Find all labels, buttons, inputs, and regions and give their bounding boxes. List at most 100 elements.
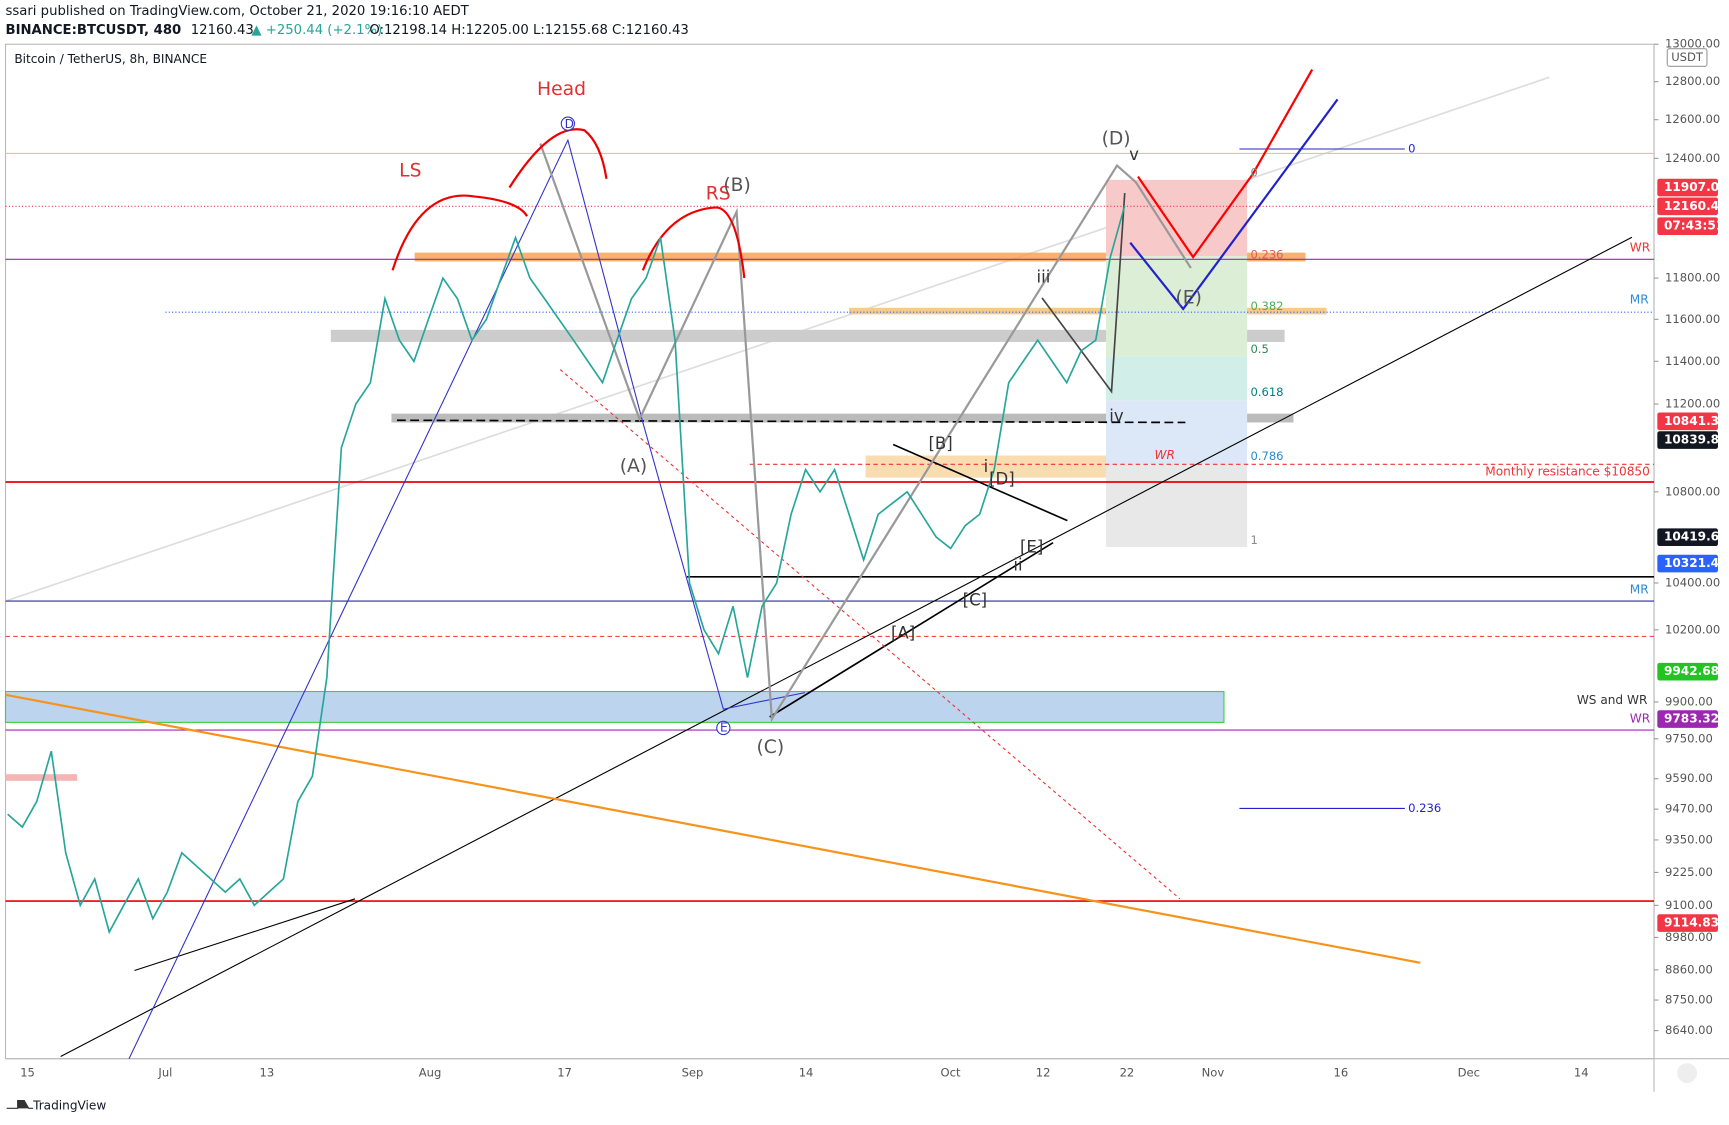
annotation: [C] [963,591,987,610]
x-tick-label: Aug [419,1066,442,1080]
y-tick-label: 8640.00 [1665,1023,1713,1037]
auto-scale-button[interactable] [1677,1063,1698,1083]
x-tick-label: 15 [20,1066,35,1080]
price-tag [1657,710,1718,728]
drawing [865,455,1148,478]
price-tag [1657,197,1718,216]
x-tick-label: 14 [1574,1066,1589,1080]
price-tag-label: 9942.68 [1664,664,1719,678]
drawing [1105,255,1248,357]
price-tag [1657,662,1718,681]
y-tick-label: 11600.00 [1665,312,1720,326]
drawing [1105,356,1248,401]
currency-box [1666,48,1708,67]
annotation: RS [706,184,731,205]
x-tick-label: 14 [799,1066,814,1080]
y-tick-label: 8980.00 [1665,930,1713,944]
fib-label: 0 [1250,166,1257,180]
annotation: v [1129,145,1139,164]
drawing [1105,464,1248,548]
x-tick-label: Oct [941,1066,961,1080]
price-tag [1657,217,1718,236]
drawing [1105,179,1248,256]
last: 12160.43 [191,23,254,38]
currency: USDT [1671,50,1704,64]
y-tick-label: 9350.00 [1665,832,1713,846]
annotation: (B) [723,175,750,196]
annotation: (E) [1175,287,1201,308]
drawing [4,690,1225,723]
drawing [414,252,1306,262]
annotation: WR [1630,712,1651,726]
drawing [391,194,529,271]
annotation: [D] [989,469,1015,488]
price-tag-label: 10321.46 [1664,556,1728,570]
annotation: D [565,117,574,131]
drawing [1137,69,1314,259]
price-tag [1657,528,1718,546]
price-tag-label: 07:43:51 [1664,219,1724,233]
annotation: WS and WR [1577,693,1648,707]
annotation: [B] [928,434,952,453]
drawing [1105,400,1248,465]
price-tag-label: 12160.43 [1664,199,1728,213]
price-tag-label: 10419.69 [1664,530,1728,544]
price-tag [1657,412,1718,431]
drawing [1129,98,1339,311]
x-tick-label: Nov [1202,1066,1225,1080]
x-tick-label: 16 [1333,1066,1348,1080]
annotation: [A] [891,624,915,643]
price-tag [1657,431,1718,449]
y-tick-label: 12800.00 [1665,74,1720,88]
drawing [849,307,1327,315]
x-tick-label: 22 [1120,1066,1135,1080]
change: ▲ +250.44 (+2.1%) [251,23,382,38]
ohlc: O:12198.14 H:12205.00 L:12155.68 C:12160… [369,23,688,38]
drawing [560,116,576,131]
price-tag [1657,178,1718,197]
fib-label: 0.236 [1250,247,1283,261]
y-tick-label: 9750.00 [1665,731,1713,745]
fib-label: 0.618 [1250,385,1283,399]
annotation: E [720,720,728,734]
x-tick-label: 12 [1036,1066,1051,1080]
price-line [7,205,1126,935]
y-tick-label: 10800.00 [1665,484,1720,498]
annotation: [E] [1020,538,1043,557]
x-tick-label: 17 [557,1066,572,1080]
drawing [716,720,731,736]
x-tick-label: Sep [682,1066,704,1080]
drawing [60,236,1633,1057]
y-tick-label: 9100.00 [1665,898,1713,912]
y-tick-label: 8750.00 [1665,993,1713,1007]
drawing [391,413,1294,423]
x-tick-label: Jul [157,1066,172,1080]
drawing [508,128,608,189]
price-tag-label: 10839.83 [1664,433,1728,447]
drawing [134,898,356,972]
y-tick-label: 9900.00 [1665,694,1713,708]
fib-label: 0.786 [1250,449,1283,463]
drawing [769,541,1054,718]
price-tag [1657,554,1718,573]
fib-label: 0 [1408,141,1415,155]
annotation: LS [399,161,421,182]
price-tag-label: 10841.33 [1664,414,1728,428]
symbol: BINANCE:BTCUSDT, 480 [6,23,182,38]
y-tick-label: 12600.00 [1665,112,1720,126]
annotation: ii [1013,555,1022,574]
annotation: (C) [756,737,784,758]
annotation: Head [537,79,586,100]
publisher: ssari published on TradingView.com, Octo… [6,4,470,19]
price-tag-label: 11907.04 [1664,180,1728,194]
annotation: MR [1630,583,1649,597]
drawing [5,693,1421,964]
annotation: (A) [620,456,647,477]
chart-title: Bitcoin / TetherUS, 8h, BINANCE [14,52,207,66]
y-tick-label: 10200.00 [1665,622,1720,636]
y-tick-label: 8860.00 [1665,962,1713,976]
x-tick-label: 13 [259,1066,274,1080]
fib-label: 0.5 [1250,342,1268,356]
